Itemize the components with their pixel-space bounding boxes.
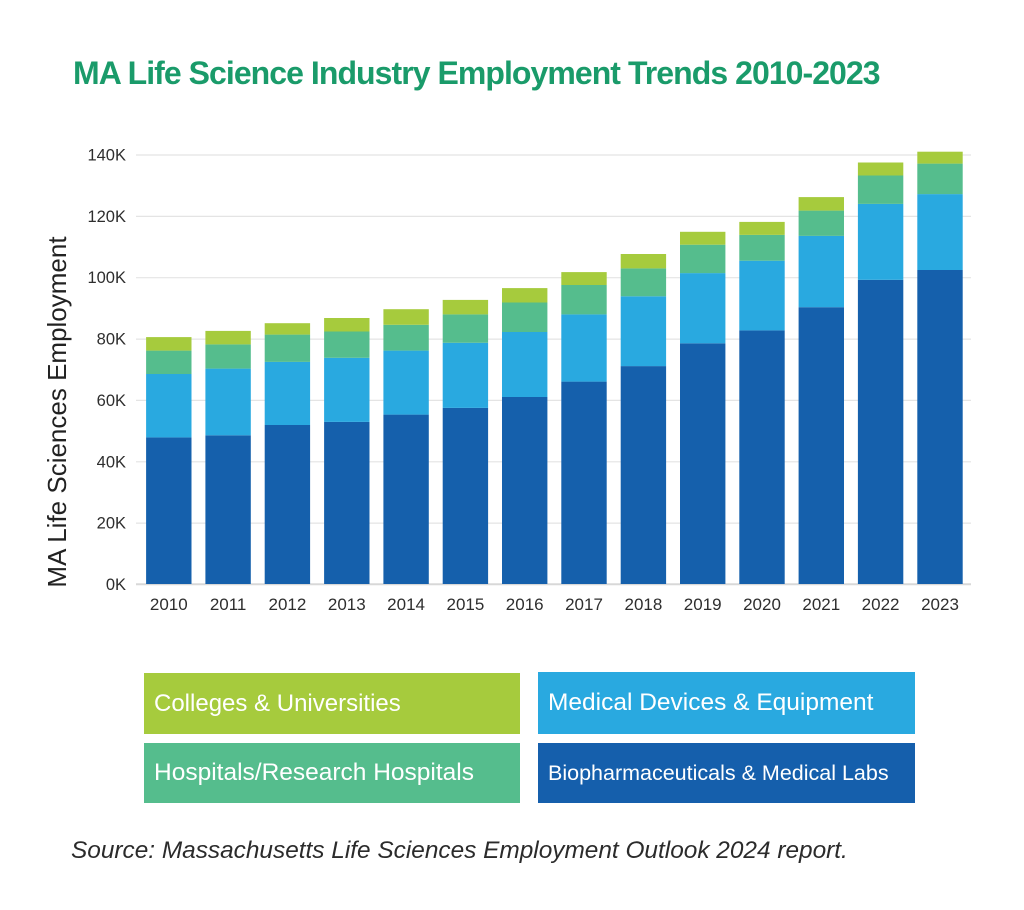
svg-text:2023: 2023: [921, 595, 959, 614]
svg-text:2013: 2013: [328, 595, 366, 614]
svg-text:MA Life Sciences Employment: MA Life Sciences Employment: [42, 236, 72, 588]
svg-text:2021: 2021: [802, 595, 840, 614]
svg-text:2014: 2014: [387, 595, 425, 614]
svg-text:20K: 20K: [97, 515, 126, 533]
svg-text:60K: 60K: [97, 392, 126, 410]
svg-text:2010: 2010: [150, 595, 188, 614]
svg-text:2019: 2019: [684, 595, 722, 614]
svg-text:2022: 2022: [862, 595, 900, 614]
svg-text:80K: 80K: [97, 331, 126, 349]
svg-text:2016: 2016: [506, 595, 544, 614]
svg-text:2011: 2011: [210, 595, 247, 614]
svg-text:2012: 2012: [268, 595, 306, 614]
svg-text:2018: 2018: [624, 595, 662, 614]
svg-text:2020: 2020: [743, 595, 781, 614]
svg-text:40K: 40K: [97, 453, 126, 471]
svg-text:100K: 100K: [87, 269, 126, 287]
svg-text:120K: 120K: [87, 208, 126, 226]
svg-text:2015: 2015: [446, 595, 484, 614]
svg-text:140K: 140K: [87, 147, 126, 165]
svg-text:2017: 2017: [565, 595, 603, 614]
svg-text:0K: 0K: [106, 576, 126, 594]
